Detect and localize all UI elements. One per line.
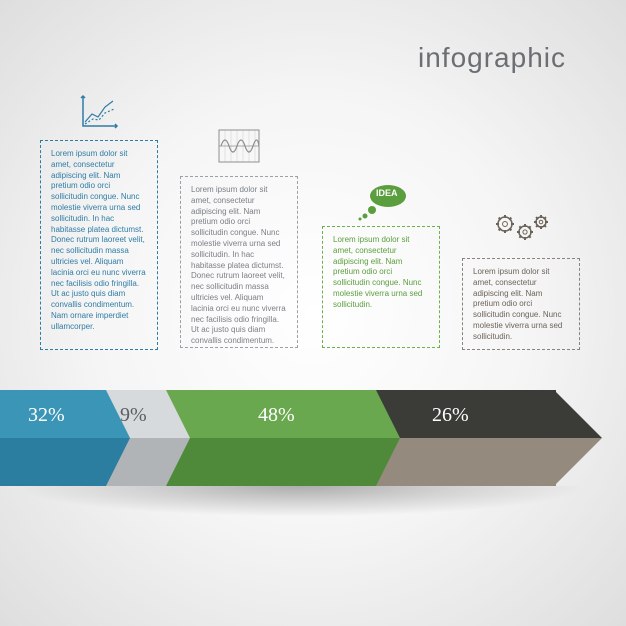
waveform-icon — [180, 124, 298, 168]
arrow-bar: 32% 9% 48% 26% — [0, 390, 626, 540]
pct-label-1: 32% — [28, 404, 65, 427]
line-chart-icon — [40, 90, 158, 134]
arrow-seg-bottom-3 — [166, 438, 400, 486]
arrow-seg-bottom-4 — [376, 438, 556, 486]
pct-label-3: 48% — [258, 404, 295, 427]
gears-icon — [462, 208, 580, 252]
page-title: infographic — [418, 42, 566, 74]
text-box-3: Lorem ipsum dolor sit amet, consectetur … — [322, 226, 440, 348]
arrow-shadow — [20, 486, 580, 516]
info-columns: Lorem ipsum dolor sit amet, consectetur … — [40, 90, 586, 370]
idea-label: IDEA — [376, 188, 398, 198]
text-box-2: Lorem ipsum dolor sit amet, consectetur … — [180, 176, 298, 348]
pct-label-4: 26% — [432, 404, 469, 427]
text-box-1: Lorem ipsum dolor sit amet, consectetur … — [40, 140, 158, 350]
text-box-4: Lorem ipsum dolor sit amet, consectetur … — [462, 258, 580, 350]
idea-bubble-icon — [322, 180, 440, 224]
pct-label-2: 9% — [120, 404, 147, 427]
